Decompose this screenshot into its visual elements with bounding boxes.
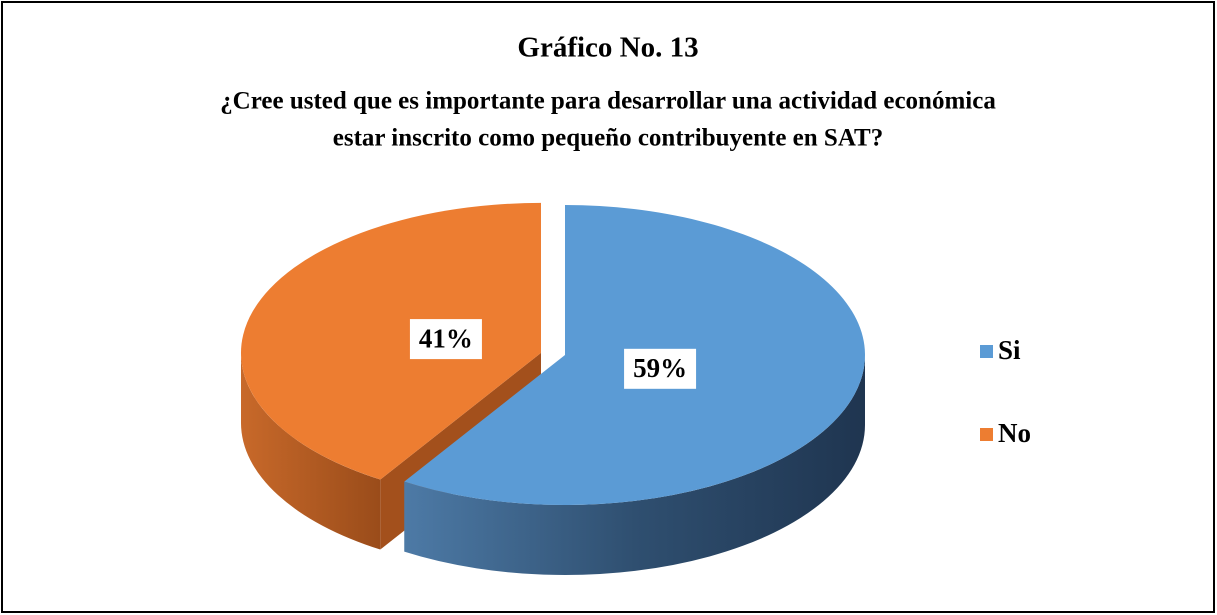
legend-swatch xyxy=(980,428,993,441)
data-label: 41% xyxy=(419,323,473,353)
chart-subtitle: estar inscrito como pequeño contribuyent… xyxy=(333,125,883,152)
legend-swatch xyxy=(980,345,993,358)
data-label-box xyxy=(409,319,482,360)
data-label: 59% xyxy=(633,353,687,383)
legend-label: Si xyxy=(998,335,1021,365)
data-label-box xyxy=(624,348,697,389)
slice-side xyxy=(240,352,381,550)
legend-label: No xyxy=(998,418,1031,448)
chart-subtitle: ¿Cree usted que es importante para desar… xyxy=(220,88,996,115)
chart-title: Gráfico No. 13 xyxy=(517,32,698,64)
slice-side xyxy=(404,355,865,576)
slice xyxy=(240,202,541,480)
